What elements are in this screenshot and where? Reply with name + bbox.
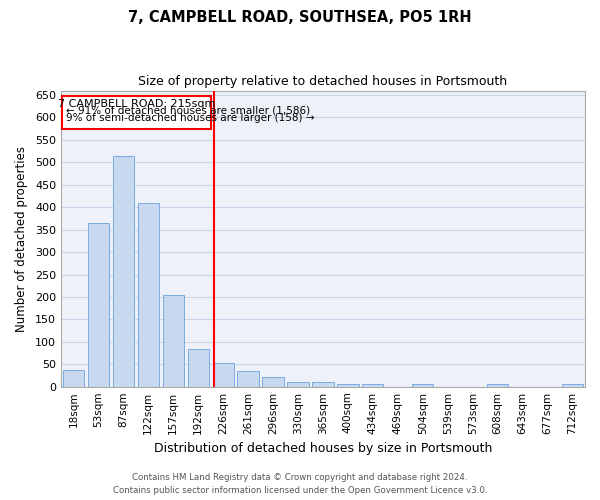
FancyBboxPatch shape [62,96,211,128]
Text: 9% of semi-detached houses are larger (158) →: 9% of semi-detached houses are larger (1… [66,113,314,123]
Text: 7, CAMPBELL ROAD, SOUTHSEA, PO5 1RH: 7, CAMPBELL ROAD, SOUTHSEA, PO5 1RH [128,10,472,25]
Text: 7 CAMPBELL ROAD: 215sqm: 7 CAMPBELL ROAD: 215sqm [58,98,215,108]
Bar [212,363,234,386]
Bar [238,371,259,386]
Bar [487,384,508,386]
Bar [113,156,134,386]
Bar [188,350,209,387]
Text: Contains HM Land Registry data © Crown copyright and database right 2024.
Contai: Contains HM Land Registry data © Crown c… [113,474,487,495]
Bar [262,377,284,386]
Bar [337,384,359,386]
Y-axis label: Number of detached properties: Number of detached properties [15,146,28,332]
Bar [562,384,583,386]
Title: Size of property relative to detached houses in Portsmouth: Size of property relative to detached ho… [139,75,508,88]
Bar [362,384,383,386]
Bar [163,294,184,386]
Bar [287,382,308,386]
Bar [137,202,159,386]
Text: ← 91% of detached houses are smaller (1,586): ← 91% of detached houses are smaller (1,… [66,106,310,116]
Bar [63,370,84,386]
Bar [412,384,433,386]
Bar [88,223,109,386]
X-axis label: Distribution of detached houses by size in Portsmouth: Distribution of detached houses by size … [154,442,492,455]
Bar [313,382,334,386]
